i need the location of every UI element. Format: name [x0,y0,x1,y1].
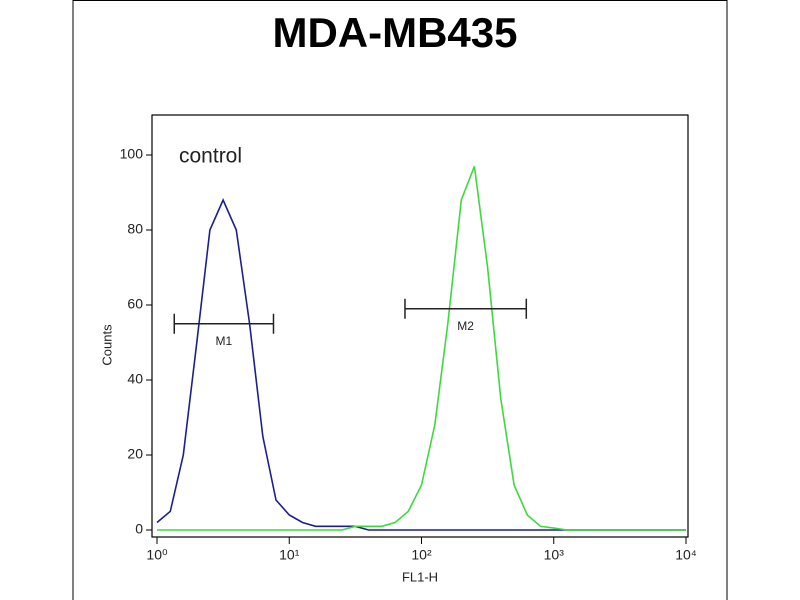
y-axis-label: Counts [99,324,114,366]
chart-title: MDA-MB435 [272,9,517,56]
series-line [157,166,686,531]
series-line [156,198,686,531]
marker-label: M2 [457,319,474,333]
legend-label: control [179,145,242,168]
x-tick-label: 10⁴ [675,547,697,563]
y-tick-label: 0 [135,521,143,537]
plot-frame [151,114,689,538]
y-tick-label: 80 [127,221,143,237]
marker-label: M1 [216,334,233,348]
y-tick-label: 20 [127,446,143,462]
x-tick-label: 10¹ [279,547,300,563]
y-tick-label: 60 [127,296,143,312]
x-tick-label: 10⁰ [146,547,168,563]
y-tick-label: 100 [120,146,144,162]
x-axis-label: FL1-H [402,569,438,584]
image-border [72,0,728,600]
y-tick-label: 40 [127,371,143,387]
x-tick-label: 10³ [544,547,565,563]
x-tick-label: 10² [411,547,432,563]
